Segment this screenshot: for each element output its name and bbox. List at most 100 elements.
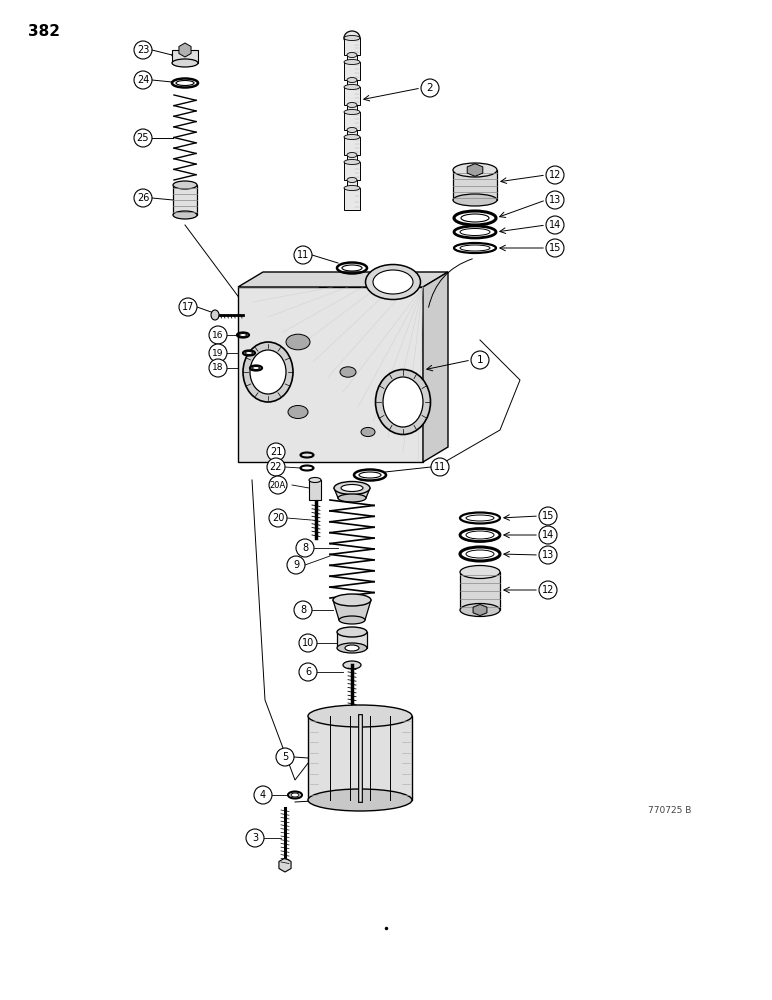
Polygon shape — [333, 600, 371, 620]
Polygon shape — [473, 604, 487, 616]
Text: 13: 13 — [542, 550, 554, 560]
Circle shape — [179, 298, 197, 316]
Text: 23: 23 — [137, 45, 149, 55]
Ellipse shape — [461, 214, 489, 222]
Circle shape — [299, 663, 317, 681]
Text: 13: 13 — [549, 195, 561, 205]
Polygon shape — [344, 38, 360, 55]
Ellipse shape — [375, 369, 431, 434]
Circle shape — [287, 556, 305, 574]
Circle shape — [294, 246, 312, 264]
Polygon shape — [347, 55, 357, 62]
Ellipse shape — [338, 494, 366, 502]
Ellipse shape — [344, 159, 360, 164]
Circle shape — [546, 166, 564, 184]
Ellipse shape — [245, 352, 252, 355]
Polygon shape — [347, 105, 357, 112]
Polygon shape — [347, 130, 357, 137]
Text: 8: 8 — [302, 543, 308, 553]
Text: 5: 5 — [282, 752, 288, 762]
Ellipse shape — [347, 103, 357, 107]
Ellipse shape — [172, 51, 198, 59]
Circle shape — [546, 239, 564, 257]
Ellipse shape — [344, 85, 360, 90]
Polygon shape — [334, 488, 370, 498]
Circle shape — [267, 443, 285, 461]
Ellipse shape — [466, 550, 494, 558]
Text: 11: 11 — [434, 462, 446, 472]
Ellipse shape — [176, 81, 194, 86]
Ellipse shape — [347, 52, 357, 57]
Circle shape — [539, 581, 557, 599]
Ellipse shape — [347, 152, 357, 157]
Text: 19: 19 — [212, 349, 224, 358]
Text: 8: 8 — [300, 605, 306, 615]
Ellipse shape — [453, 194, 497, 206]
Ellipse shape — [173, 181, 197, 189]
Ellipse shape — [252, 366, 259, 369]
Circle shape — [296, 539, 314, 557]
Circle shape — [269, 509, 287, 527]
Ellipse shape — [334, 482, 370, 494]
Circle shape — [546, 191, 564, 209]
Text: 770725 B: 770725 B — [648, 806, 692, 815]
Text: 3: 3 — [252, 833, 258, 843]
Text: 21: 21 — [269, 447, 283, 457]
Text: 11: 11 — [297, 250, 309, 260]
Ellipse shape — [365, 264, 421, 300]
Text: 20A: 20A — [270, 481, 286, 489]
Ellipse shape — [211, 310, 219, 320]
Ellipse shape — [347, 178, 357, 182]
Circle shape — [276, 748, 294, 766]
Ellipse shape — [344, 186, 360, 190]
Text: 10: 10 — [302, 638, 314, 648]
Polygon shape — [344, 62, 360, 80]
Ellipse shape — [373, 270, 413, 294]
Ellipse shape — [288, 406, 308, 418]
Text: 25: 25 — [137, 133, 149, 143]
Circle shape — [471, 351, 489, 369]
Circle shape — [246, 829, 264, 847]
Text: 16: 16 — [212, 330, 224, 340]
Text: 20: 20 — [272, 513, 284, 523]
Ellipse shape — [359, 472, 381, 478]
Text: 17: 17 — [182, 302, 195, 312]
Ellipse shape — [344, 109, 360, 114]
Circle shape — [294, 601, 312, 619]
Text: 26: 26 — [137, 193, 149, 203]
Polygon shape — [347, 80, 357, 87]
Ellipse shape — [337, 643, 367, 653]
Ellipse shape — [337, 627, 367, 637]
Ellipse shape — [243, 342, 293, 402]
Polygon shape — [453, 170, 497, 200]
Text: 14: 14 — [549, 220, 561, 230]
Circle shape — [134, 129, 152, 147]
Ellipse shape — [345, 645, 359, 651]
Ellipse shape — [308, 789, 412, 811]
Circle shape — [539, 546, 557, 564]
Ellipse shape — [344, 134, 360, 139]
Polygon shape — [337, 632, 367, 648]
Text: 22: 22 — [269, 462, 283, 472]
Text: 2: 2 — [427, 83, 433, 93]
Ellipse shape — [344, 60, 360, 64]
Polygon shape — [467, 164, 482, 176]
Ellipse shape — [333, 594, 371, 606]
Polygon shape — [344, 112, 360, 130]
Ellipse shape — [239, 334, 246, 336]
Ellipse shape — [339, 616, 365, 624]
Polygon shape — [179, 43, 191, 57]
Polygon shape — [347, 155, 357, 162]
Polygon shape — [344, 87, 360, 105]
Circle shape — [539, 507, 557, 525]
Ellipse shape — [341, 485, 363, 491]
Circle shape — [209, 359, 227, 377]
Ellipse shape — [342, 265, 362, 271]
Circle shape — [269, 476, 287, 494]
Ellipse shape — [344, 31, 360, 45]
Polygon shape — [238, 272, 448, 287]
Text: 24: 24 — [137, 75, 149, 85]
Text: 15: 15 — [542, 511, 554, 521]
Ellipse shape — [173, 211, 197, 219]
Polygon shape — [238, 287, 423, 462]
